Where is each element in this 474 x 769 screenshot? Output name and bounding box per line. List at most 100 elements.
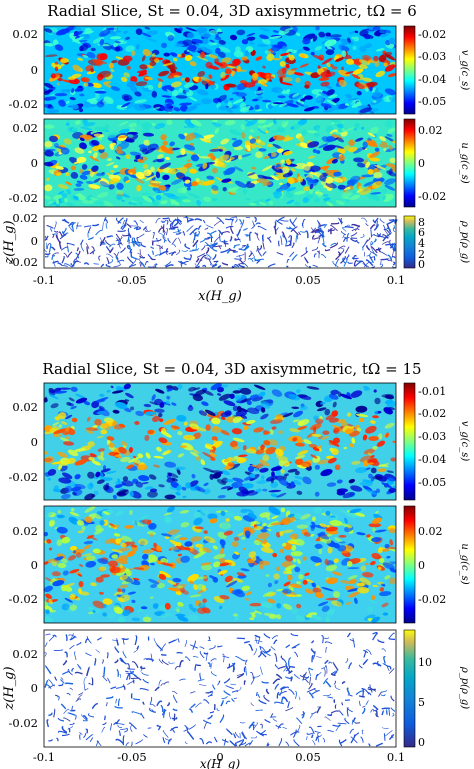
texture-blob xyxy=(272,30,279,33)
texture-blob xyxy=(276,531,281,538)
texture-stroke xyxy=(141,672,149,676)
texture-stroke xyxy=(122,735,125,746)
texture-blob xyxy=(376,440,386,447)
texture-blob xyxy=(346,188,355,194)
texture-blob xyxy=(65,425,70,432)
texture-blob xyxy=(306,578,314,584)
texture-blob xyxy=(106,172,111,176)
texture-blob xyxy=(250,478,255,481)
texture-stroke xyxy=(391,712,395,717)
texture-stroke xyxy=(274,221,277,228)
texture-blob xyxy=(195,543,204,548)
texture-blob xyxy=(301,129,307,136)
texture-blob xyxy=(362,385,369,389)
x-axis-2: -0.1 -0.05 0 0.05 0.1 x(H_g) xyxy=(33,750,405,769)
texture-blob xyxy=(92,145,101,152)
texture-blob xyxy=(325,176,334,184)
texture-blob xyxy=(336,479,343,484)
texture-stroke xyxy=(67,668,73,676)
texture-blob xyxy=(348,591,360,598)
heatmap-texture xyxy=(43,505,397,623)
x-tick: -0.05 xyxy=(117,273,147,287)
texture-stroke xyxy=(136,233,145,239)
texture-stroke xyxy=(231,265,235,269)
texture-stroke xyxy=(257,693,261,699)
texture-blob xyxy=(48,520,55,527)
texture-blob xyxy=(211,417,221,425)
texture-blob xyxy=(220,547,224,555)
texture-stroke xyxy=(321,635,324,644)
texture-blob xyxy=(375,70,385,78)
texture-blob xyxy=(241,536,246,540)
texture-blob xyxy=(177,601,184,607)
texture-blob xyxy=(312,35,318,42)
texture-stroke xyxy=(68,634,77,638)
texture-blob xyxy=(305,521,312,526)
texture-stroke xyxy=(341,681,346,685)
texture-blob xyxy=(43,585,53,593)
texture-blob xyxy=(338,69,350,77)
texture-blob xyxy=(77,57,84,61)
texture-blob xyxy=(321,74,325,81)
texture-blob xyxy=(184,541,193,547)
texture-blob xyxy=(99,394,103,397)
texture-stroke xyxy=(367,688,376,691)
texture-blob xyxy=(154,123,166,130)
texture-stroke xyxy=(338,245,346,250)
texture-stroke xyxy=(353,259,358,267)
texture-stroke xyxy=(156,724,161,728)
texture-stroke xyxy=(279,219,289,222)
texture-blob xyxy=(79,93,85,97)
texture-blob xyxy=(310,533,315,537)
texture-stroke xyxy=(86,246,89,255)
texture-stroke xyxy=(216,707,220,712)
texture-blob xyxy=(152,200,159,207)
texture-blob xyxy=(57,190,65,195)
texture-stroke xyxy=(354,225,360,232)
texture-blob xyxy=(160,106,173,112)
texture-blob xyxy=(392,485,397,489)
texture-blob xyxy=(259,512,271,518)
texture-stroke xyxy=(349,728,355,734)
x-tick: -0.1 xyxy=(33,273,55,287)
texture-blob xyxy=(388,527,397,534)
texture-stroke xyxy=(369,251,378,256)
texture-blob xyxy=(259,27,270,32)
texture-blob xyxy=(75,393,85,399)
texture-blob xyxy=(291,545,297,551)
texture-blob xyxy=(136,184,142,192)
texture-blob xyxy=(77,573,83,577)
texture-blob xyxy=(369,151,381,159)
texture-blob xyxy=(251,166,257,170)
texture-blob xyxy=(362,77,373,82)
texture-stroke xyxy=(60,677,64,681)
texture-blob xyxy=(137,159,145,164)
texture-stroke xyxy=(53,649,64,651)
texture-blob xyxy=(140,122,153,129)
texture-stroke xyxy=(350,736,358,744)
texture-blob xyxy=(61,192,68,198)
texture-blob xyxy=(171,200,175,205)
texture-stroke xyxy=(289,235,293,245)
texture-blob xyxy=(277,95,286,99)
texture-blob xyxy=(175,613,186,617)
texture-stroke xyxy=(317,732,320,743)
texture-blob xyxy=(161,85,175,92)
texture-stroke xyxy=(310,640,315,644)
texture-stroke xyxy=(221,696,228,699)
texture-blob xyxy=(70,171,79,179)
texture-stroke xyxy=(225,218,234,221)
texture-stroke xyxy=(234,258,243,260)
texture-stroke xyxy=(243,245,250,251)
texture-blob xyxy=(44,161,54,167)
texture-blob xyxy=(254,90,264,94)
texture-blob xyxy=(47,477,52,481)
y-tick: -0.02 xyxy=(9,592,39,606)
texture-blob xyxy=(266,598,276,604)
texture-stroke xyxy=(115,217,122,224)
texture-blob xyxy=(90,47,96,52)
texture-blob xyxy=(169,52,174,55)
texture-blob xyxy=(333,558,339,564)
texture-stroke xyxy=(128,233,132,239)
texture-blob xyxy=(364,43,373,49)
